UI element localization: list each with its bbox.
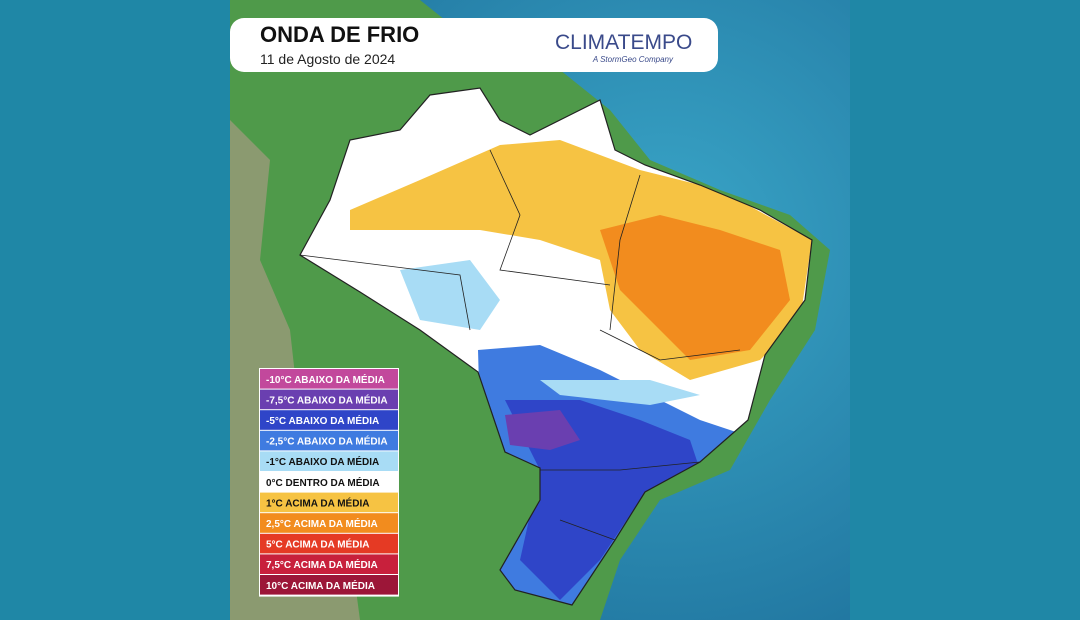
legend-label: 2,5°C ACIMA DA MÉDIA	[266, 517, 378, 530]
legend: -10°C ABAIXO DA MÉDIA -7,5°C ABAIXO DA MÉ…	[259, 368, 399, 597]
date: 11 de Agosto de 2024	[260, 51, 395, 67]
legend-swatch	[260, 472, 398, 492]
legend-label: -1°C ABAIXO DA MÉDIA	[266, 455, 379, 468]
legend-label: 0°C DENTRO DA MÉDIA	[266, 476, 380, 489]
legend-swatch	[260, 513, 398, 533]
legend-swatch	[260, 430, 398, 451]
legend-swatch	[260, 389, 398, 410]
legend-swatch	[260, 533, 398, 554]
legend-label: 10°C ACIMA DA MÉDIA	[266, 579, 375, 592]
legend-label: 5°C ACIMA DA MÉDIA	[266, 538, 369, 551]
legend-label: -5°C ABAIXO DA MÉDIA	[266, 414, 379, 427]
legend-swatch	[260, 492, 398, 513]
brazil-outline	[299, 87, 813, 606]
legend-swatch	[260, 554, 398, 574]
legend-swatch	[260, 369, 398, 389]
brand: CLIMATEMPO	[555, 31, 692, 54]
brand-tagline: A StormGeo Company	[592, 55, 674, 64]
legend-label: 1°C ACIMA DA MÉDIA	[266, 496, 369, 509]
title: ONDA DE FRIO	[260, 22, 419, 47]
legend-swatch	[260, 451, 398, 471]
legend-label: -7,5°C ABAIXO DA MÉDIA	[266, 393, 388, 406]
legend-swatch	[260, 575, 398, 595]
legend-label: -10°C ABAIXO DA MÉDIA	[266, 373, 385, 386]
header-box	[230, 18, 718, 72]
state-borders	[299, 149, 741, 541]
legend-swatch	[260, 410, 398, 430]
legend-label: -2,5°C ABAIXO DA MÉDIA	[266, 435, 388, 448]
legend-label: 7,5°C ACIMA DA MÉDIA	[266, 558, 378, 571]
